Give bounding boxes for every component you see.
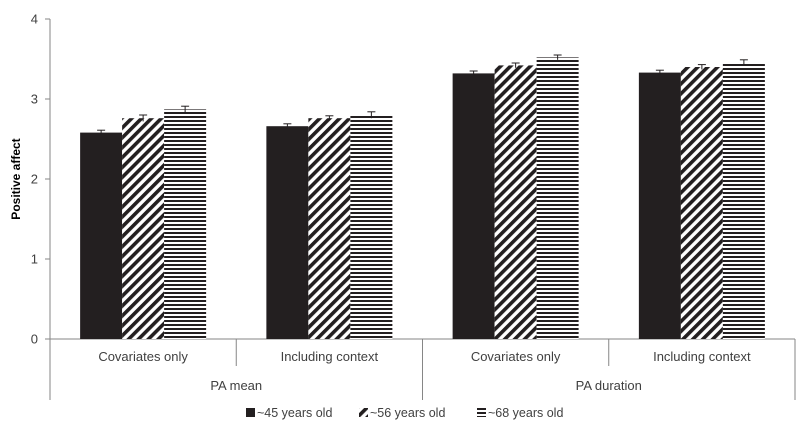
bar: [308, 118, 351, 339]
axis-labels: 0 1 2 3 4 Covariates only Including context Cov…: [31, 12, 751, 394]
group-label: PA duration: [576, 378, 642, 393]
category-label: Covariates only: [471, 349, 561, 364]
bar: [536, 57, 579, 340]
bars: [80, 54, 765, 340]
y-tick-label: 3: [31, 92, 38, 107]
bar: [452, 73, 495, 340]
y-tick-label: 2: [31, 172, 38, 187]
bar: [164, 109, 207, 340]
bar: [494, 65, 537, 340]
y-tick-label: 1: [31, 252, 38, 267]
category-label: Covariates only: [98, 349, 188, 364]
bar: [638, 72, 681, 339]
y-tick-label: 0: [31, 332, 38, 347]
bar: [722, 62, 765, 339]
category-label: Including context: [653, 349, 751, 364]
legend-swatch: [477, 408, 486, 417]
bar: [680, 67, 723, 339]
legend-swatch: [246, 408, 255, 417]
y-tick-label: 4: [31, 12, 38, 27]
legend-label: ~45 years old: [257, 406, 332, 420]
category-label: Including context: [281, 349, 379, 364]
group-label: PA mean: [210, 378, 262, 393]
legend-swatch: [359, 408, 368, 417]
bar: [80, 132, 123, 339]
legend-label: ~56 years old: [370, 406, 445, 420]
legend-label: ~68 years old: [488, 406, 563, 420]
bar: [266, 126, 309, 339]
bar: [122, 118, 165, 339]
bar: [350, 115, 393, 339]
legend: ~45 years old ~56 years old ~68 years old: [246, 406, 563, 420]
y-axis-label: Positive affect: [9, 138, 23, 219]
